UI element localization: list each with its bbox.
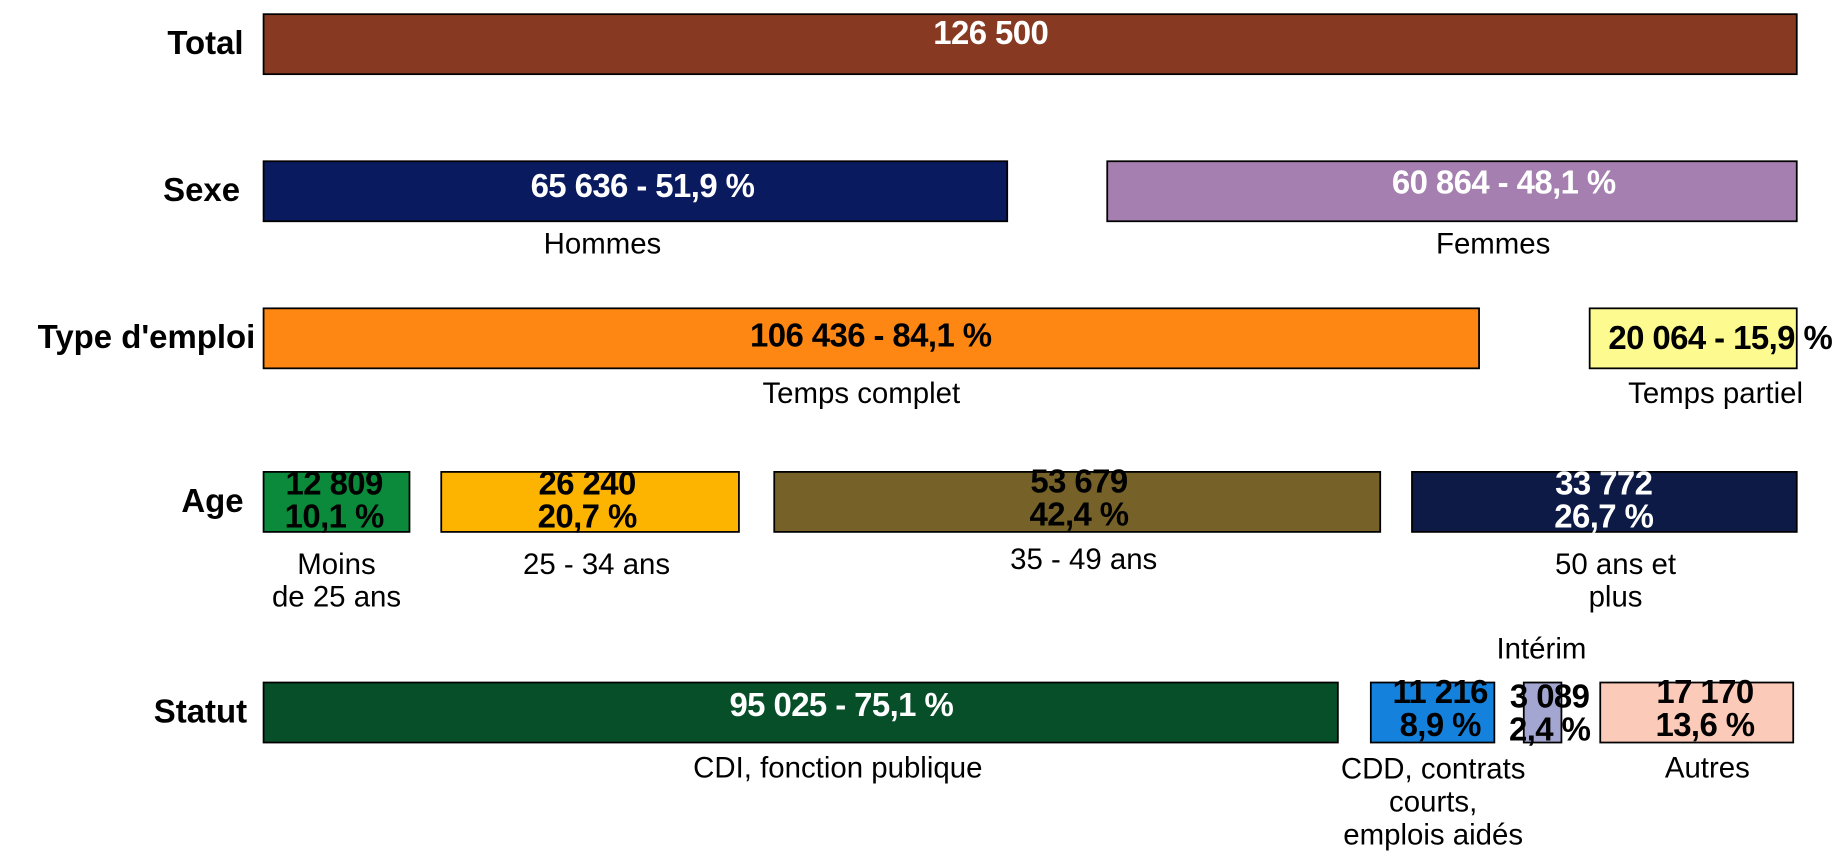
value-label: 3 089 (1510, 678, 1590, 715)
value-label: 17 170 (1656, 673, 1753, 710)
value-label: 10,1 % (285, 498, 384, 535)
value-label: 26 240 (539, 465, 636, 502)
category-label: Moins (297, 548, 375, 581)
value-label: 65 636 - 51,9 % (531, 167, 755, 204)
category-label: Temps partiel (1628, 377, 1803, 410)
row-label: Type d'emploi (38, 318, 256, 355)
category-label: 50 ans et (1555, 548, 1676, 581)
category-label: Intérim (1496, 633, 1586, 666)
value-label: 20 064 - 15,9 % (1608, 319, 1832, 356)
value-label: 126 500 (933, 14, 1048, 51)
category-label: CDI, fonction publique (693, 751, 982, 784)
category-label: courts, (1389, 785, 1477, 818)
value-label: 33 772 (1555, 465, 1652, 502)
category-label: 25 - 34 ans (523, 548, 670, 581)
value-label: 53 679 (1030, 462, 1127, 499)
category-label: Autres (1665, 751, 1750, 784)
category-label: Temps complet (762, 377, 960, 410)
bar-segment (262, 471, 411, 533)
bar-segment (1522, 681, 1563, 744)
category-label: plus (1589, 581, 1643, 614)
row-label: Sexe (163, 171, 240, 208)
value-label: 95 025 - 75,1 % (729, 686, 953, 723)
bar-segment (262, 307, 1480, 370)
bar-segment (1411, 471, 1798, 533)
value-label: 20,7 % (538, 498, 637, 535)
value-label: 12 809 (286, 465, 383, 502)
bar-segment (262, 13, 1798, 76)
value-label: 60 864 - 48,1 % (1392, 163, 1616, 200)
category-label: emplois aidés (1343, 818, 1523, 851)
bar-segment (262, 160, 1009, 223)
value-label: 11 216 (1393, 673, 1489, 710)
row-label: Total (167, 24, 243, 61)
value-label: 26,7 % (1554, 498, 1653, 535)
bar-segment (1588, 307, 1798, 370)
category-label: de 25 ans (272, 581, 401, 614)
value-label: 13,6 % (1655, 706, 1754, 743)
value-label: 2,4 % (1509, 711, 1591, 748)
row-label: Age (181, 482, 243, 519)
bar-segment (440, 471, 740, 533)
value-label: 42,4 % (1029, 495, 1128, 532)
bar-segment (1369, 681, 1496, 744)
value-label: 8,9 % (1400, 706, 1482, 743)
category-label: Femmes (1436, 228, 1550, 261)
category-label: Hommes (544, 228, 662, 261)
bar-segment (1106, 160, 1798, 223)
row-label: Statut (154, 692, 247, 729)
category-label: CDD, contrats (1341, 753, 1526, 786)
bar-segment (773, 471, 1382, 533)
bar-segment (262, 681, 1339, 744)
value-label: 106 436 - 84,1 % (750, 316, 992, 353)
category-label: 35 - 49 ans (1010, 543, 1157, 576)
bar-segment (1599, 681, 1795, 744)
